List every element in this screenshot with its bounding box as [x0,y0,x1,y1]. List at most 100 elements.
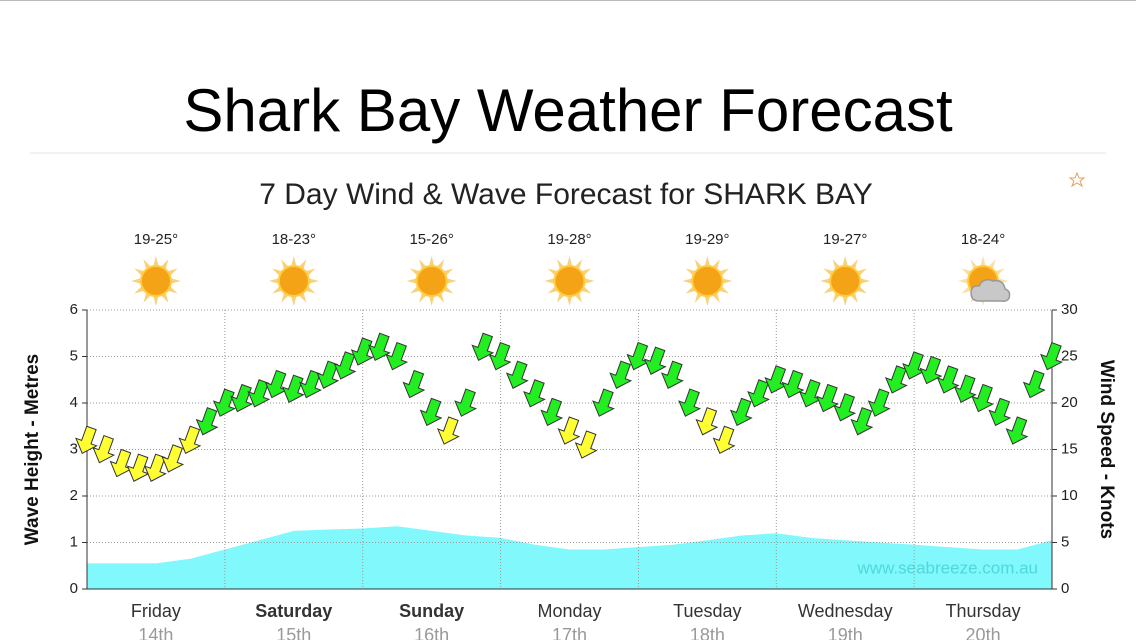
y2-tick-label: 25 [1061,347,1078,364]
wind-arrow [1022,369,1046,399]
wind-arrow [333,351,357,380]
day-temp: 15-26° [409,231,453,248]
wind-arrow [781,369,805,399]
y-tick-label: 6 [70,301,78,318]
wind-arrow [195,407,219,436]
day-temp: 18-23° [272,231,316,248]
wind-arrow [350,337,374,366]
wind-arrow [902,351,925,380]
y2-axis-label: Wind Speed - Knots [1096,360,1117,539]
day-date: 16th [414,625,449,640]
wind-arrow [178,425,202,455]
weather-icon [820,256,871,306]
day-name: Sunday [399,601,464,621]
y2-tick-label: 30 [1061,301,1078,318]
wind-arrow [281,374,305,403]
y-tick-label: 1 [70,533,78,550]
day-date: 17th [552,625,587,640]
day-name: Wednesday [798,601,893,621]
wind-arrow [833,393,857,422]
day-temp: 18-24° [961,231,1005,248]
wind-arrow [454,388,477,417]
day-name: Saturday [255,601,332,621]
wind-arrow [884,365,908,394]
wind-arrow [471,332,495,362]
weather-icon [406,256,457,306]
wind-arrow [695,407,719,436]
chart-title: 7 Day Wind & Wave Forecast for SHARK BAY [259,178,873,211]
page-title: Shark Bay Weather Forecast [183,77,953,144]
wind-arrow [816,383,839,413]
y2-tick-label: 5 [1061,533,1069,550]
wind-arrow [747,379,770,408]
day-temp: 19-28° [547,231,591,248]
cloud [970,279,1011,302]
day-temp: 19-27° [823,231,867,248]
y-tick-label: 3 [70,440,78,457]
wind-arrow [230,383,253,413]
day-date: 20th [966,625,1001,640]
wind-arrow [660,360,684,389]
y-axis-label: Wave Height - Metres [22,354,43,545]
weather-icon [268,256,319,306]
wind-arrow [729,397,753,427]
wind-arrow [867,388,891,417]
y2-tick-label: 15 [1061,440,1078,457]
sun-disc [829,265,862,297]
day-temp: 19-25° [134,231,178,248]
day-date: 14th [138,625,173,640]
sun-disc [691,265,724,297]
day-temp: 19-29° [685,231,729,248]
wind-arrow [574,430,598,459]
day-name: Friday [131,601,181,621]
wind-arrow [798,379,822,408]
wind-arrow [764,365,788,394]
wind-arrow [75,425,98,455]
wind-arrow [953,374,977,403]
y-tick-label: 0 [70,580,78,597]
wind-arrow [919,355,943,385]
y2-tick-label: 20 [1061,394,1078,411]
sun-disc [139,265,172,297]
wind-arrow [109,448,133,478]
wind-arrow [643,346,667,375]
wind-arrow [1040,341,1063,371]
wind-arrow [540,397,564,427]
sun-disc [415,265,448,297]
y2-tick-label: 10 [1061,487,1078,504]
wind-arrow [609,360,633,389]
y2-tick-label: 0 [1061,580,1069,597]
wind-arrow [678,388,701,417]
wind-arrow [436,416,460,445]
wind-arrow [126,453,150,482]
wind-arrow [367,332,391,362]
wind-arrow [385,341,409,371]
wind-arrow [212,388,236,417]
wind-arrow [557,416,581,445]
wind-arrow [161,444,185,473]
favourite-star[interactable] [1068,171,1086,188]
wind-arrow [264,369,288,399]
sun-disc [277,265,310,297]
weather-icon [130,256,181,306]
wind-arrow [988,397,1012,427]
day-name: Monday [537,601,601,621]
wind-arrow [402,369,426,399]
weather-icon [682,256,733,306]
day-date: 18th [690,625,725,640]
wind-arrow [592,388,615,417]
wave-area [87,526,1052,589]
y-tick-label: 2 [70,487,78,504]
day-date: 15th [276,625,311,640]
weather-icon [958,256,1011,306]
wind-arrow [712,425,736,455]
y-tick-label: 4 [70,394,78,411]
wind-arrow [488,341,512,371]
wind-arrow [626,341,650,371]
wind-arrow [971,383,994,413]
wind-arrow [850,407,874,436]
y-tick-label: 5 [70,347,78,364]
wind-arrow [936,365,960,394]
sun-disc [553,265,586,297]
wind-arrow [419,397,443,427]
